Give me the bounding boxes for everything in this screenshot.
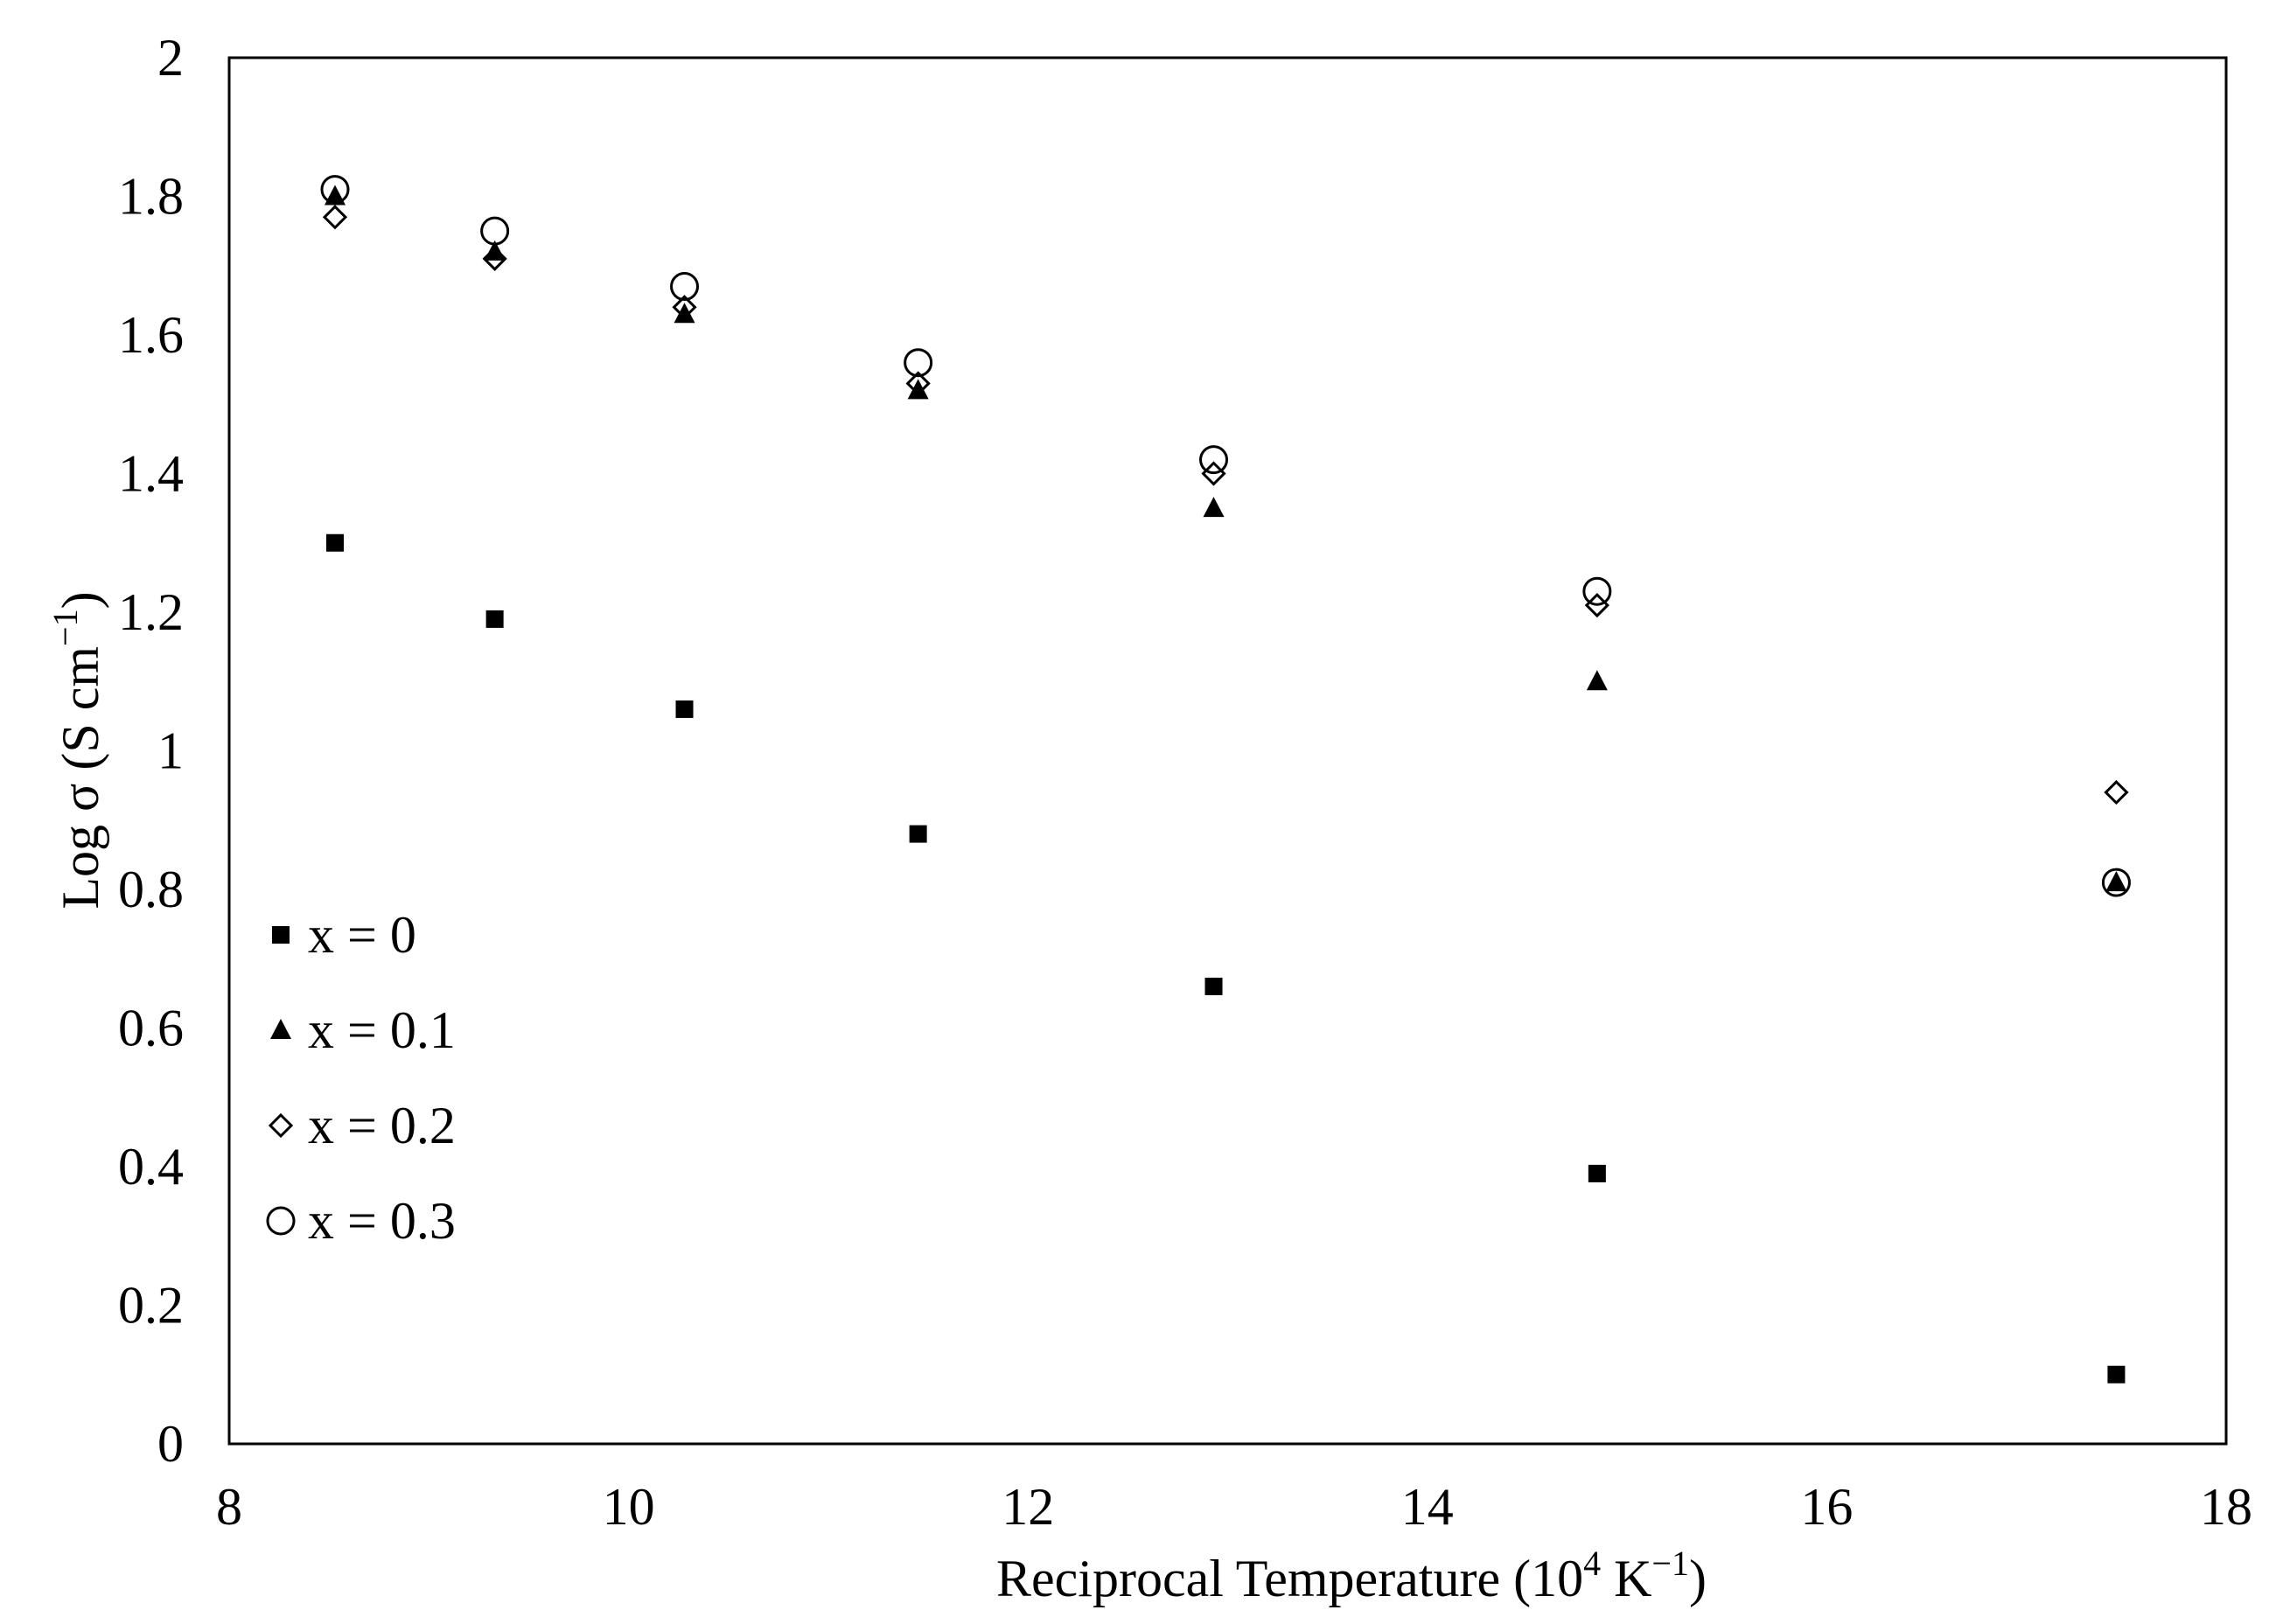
y-tick-label: 1.6 [118,306,184,364]
data-point [2105,871,2127,892]
legend-marker [266,1206,296,1236]
y-tick-label: 1.8 [118,168,184,226]
data-point [675,700,694,718]
y-tick-label: 1 [157,722,184,780]
plot-frame [227,56,2228,1446]
data-point [2104,779,2129,805]
x-axis-title: Reciprocal Temperature (104 K−1) [996,1544,1707,1607]
x-axis-unit-exp: 4 [1583,1544,1601,1583]
x-axis-unit-open: ( [1500,1550,1531,1607]
legend-label: x = 0.1 [308,1001,456,1059]
data-point [1582,576,1612,606]
legend: x = 0 x = 0.1 x = 0.2 x = 0.3 [266,906,456,1250]
y-tick-label: 0 [157,1415,184,1473]
y-tick-label: 0.8 [118,861,184,918]
data-point [485,610,504,628]
y-tick-label: 1.2 [118,583,184,641]
x-axis-unit-close: ) [1689,1550,1707,1607]
x-tick-label: 16 [1800,1478,1853,1536]
data-point [482,246,507,271]
series-3 [320,175,2131,897]
y-axis-label-close: ) [52,591,109,609]
data-point [674,303,695,324]
series-0 [325,533,2126,1384]
data-point [2107,1365,2126,1384]
series-1 [324,185,2127,892]
x-tick-label: 14 [1401,1478,1454,1536]
y-tick-label: 2 [157,29,184,87]
legend-label: x = 0 [308,906,416,964]
data-point [484,240,506,261]
legend-marker [268,1112,294,1139]
x-axis-ticks: 8 10 12 14 16 18 [216,1478,2252,1536]
data-point [2101,868,2131,897]
y-tick-label: 0.6 [118,1000,184,1057]
legend-marker [272,926,290,944]
data-point [670,272,700,302]
legend-label: x = 0.2 [308,1097,456,1154]
y-tick-label: 0.4 [118,1138,184,1195]
data-point [1588,1164,1606,1182]
data-point [909,825,927,843]
data-point [1203,497,1225,518]
data-points [320,175,2131,1384]
legend-marker [270,1019,291,1039]
y-tick-label: 0.2 [118,1277,184,1335]
y-axis-ticks: 0 0.2 0.4 0.6 0.8 1 1.2 1.4 1.6 1.8 2 [118,29,184,1473]
x-tick-label: 10 [603,1478,655,1536]
x-tick-label: 18 [2200,1478,2252,1536]
data-point [480,216,510,246]
data-point [905,371,931,396]
x-axis-unit-rest-exp: −1 [1651,1544,1689,1583]
series-2 [322,205,2129,805]
data-point [904,348,933,378]
x-axis-unit-base: 10 [1531,1550,1583,1607]
y-axis-label: Log σ (S cm [52,646,109,910]
x-axis-unit-rest: K [1601,1550,1651,1607]
data-point [1586,670,1608,691]
data-point [322,205,348,230]
data-point [1204,977,1223,995]
y-axis-label-exp: −1 [45,609,85,646]
y-tick-label: 1.4 [118,445,184,503]
data-point [325,533,344,552]
legend-label: x = 0.3 [308,1192,456,1250]
data-point [1199,445,1229,475]
data-point [672,295,697,320]
data-point [907,379,929,400]
x-axis-label: Reciprocal Temperature [996,1550,1500,1607]
data-point [320,175,350,205]
y-axis-title: Log σ (S cm−1) [45,591,109,909]
x-tick-label: 8 [216,1478,242,1536]
x-tick-label: 12 [1002,1478,1054,1536]
